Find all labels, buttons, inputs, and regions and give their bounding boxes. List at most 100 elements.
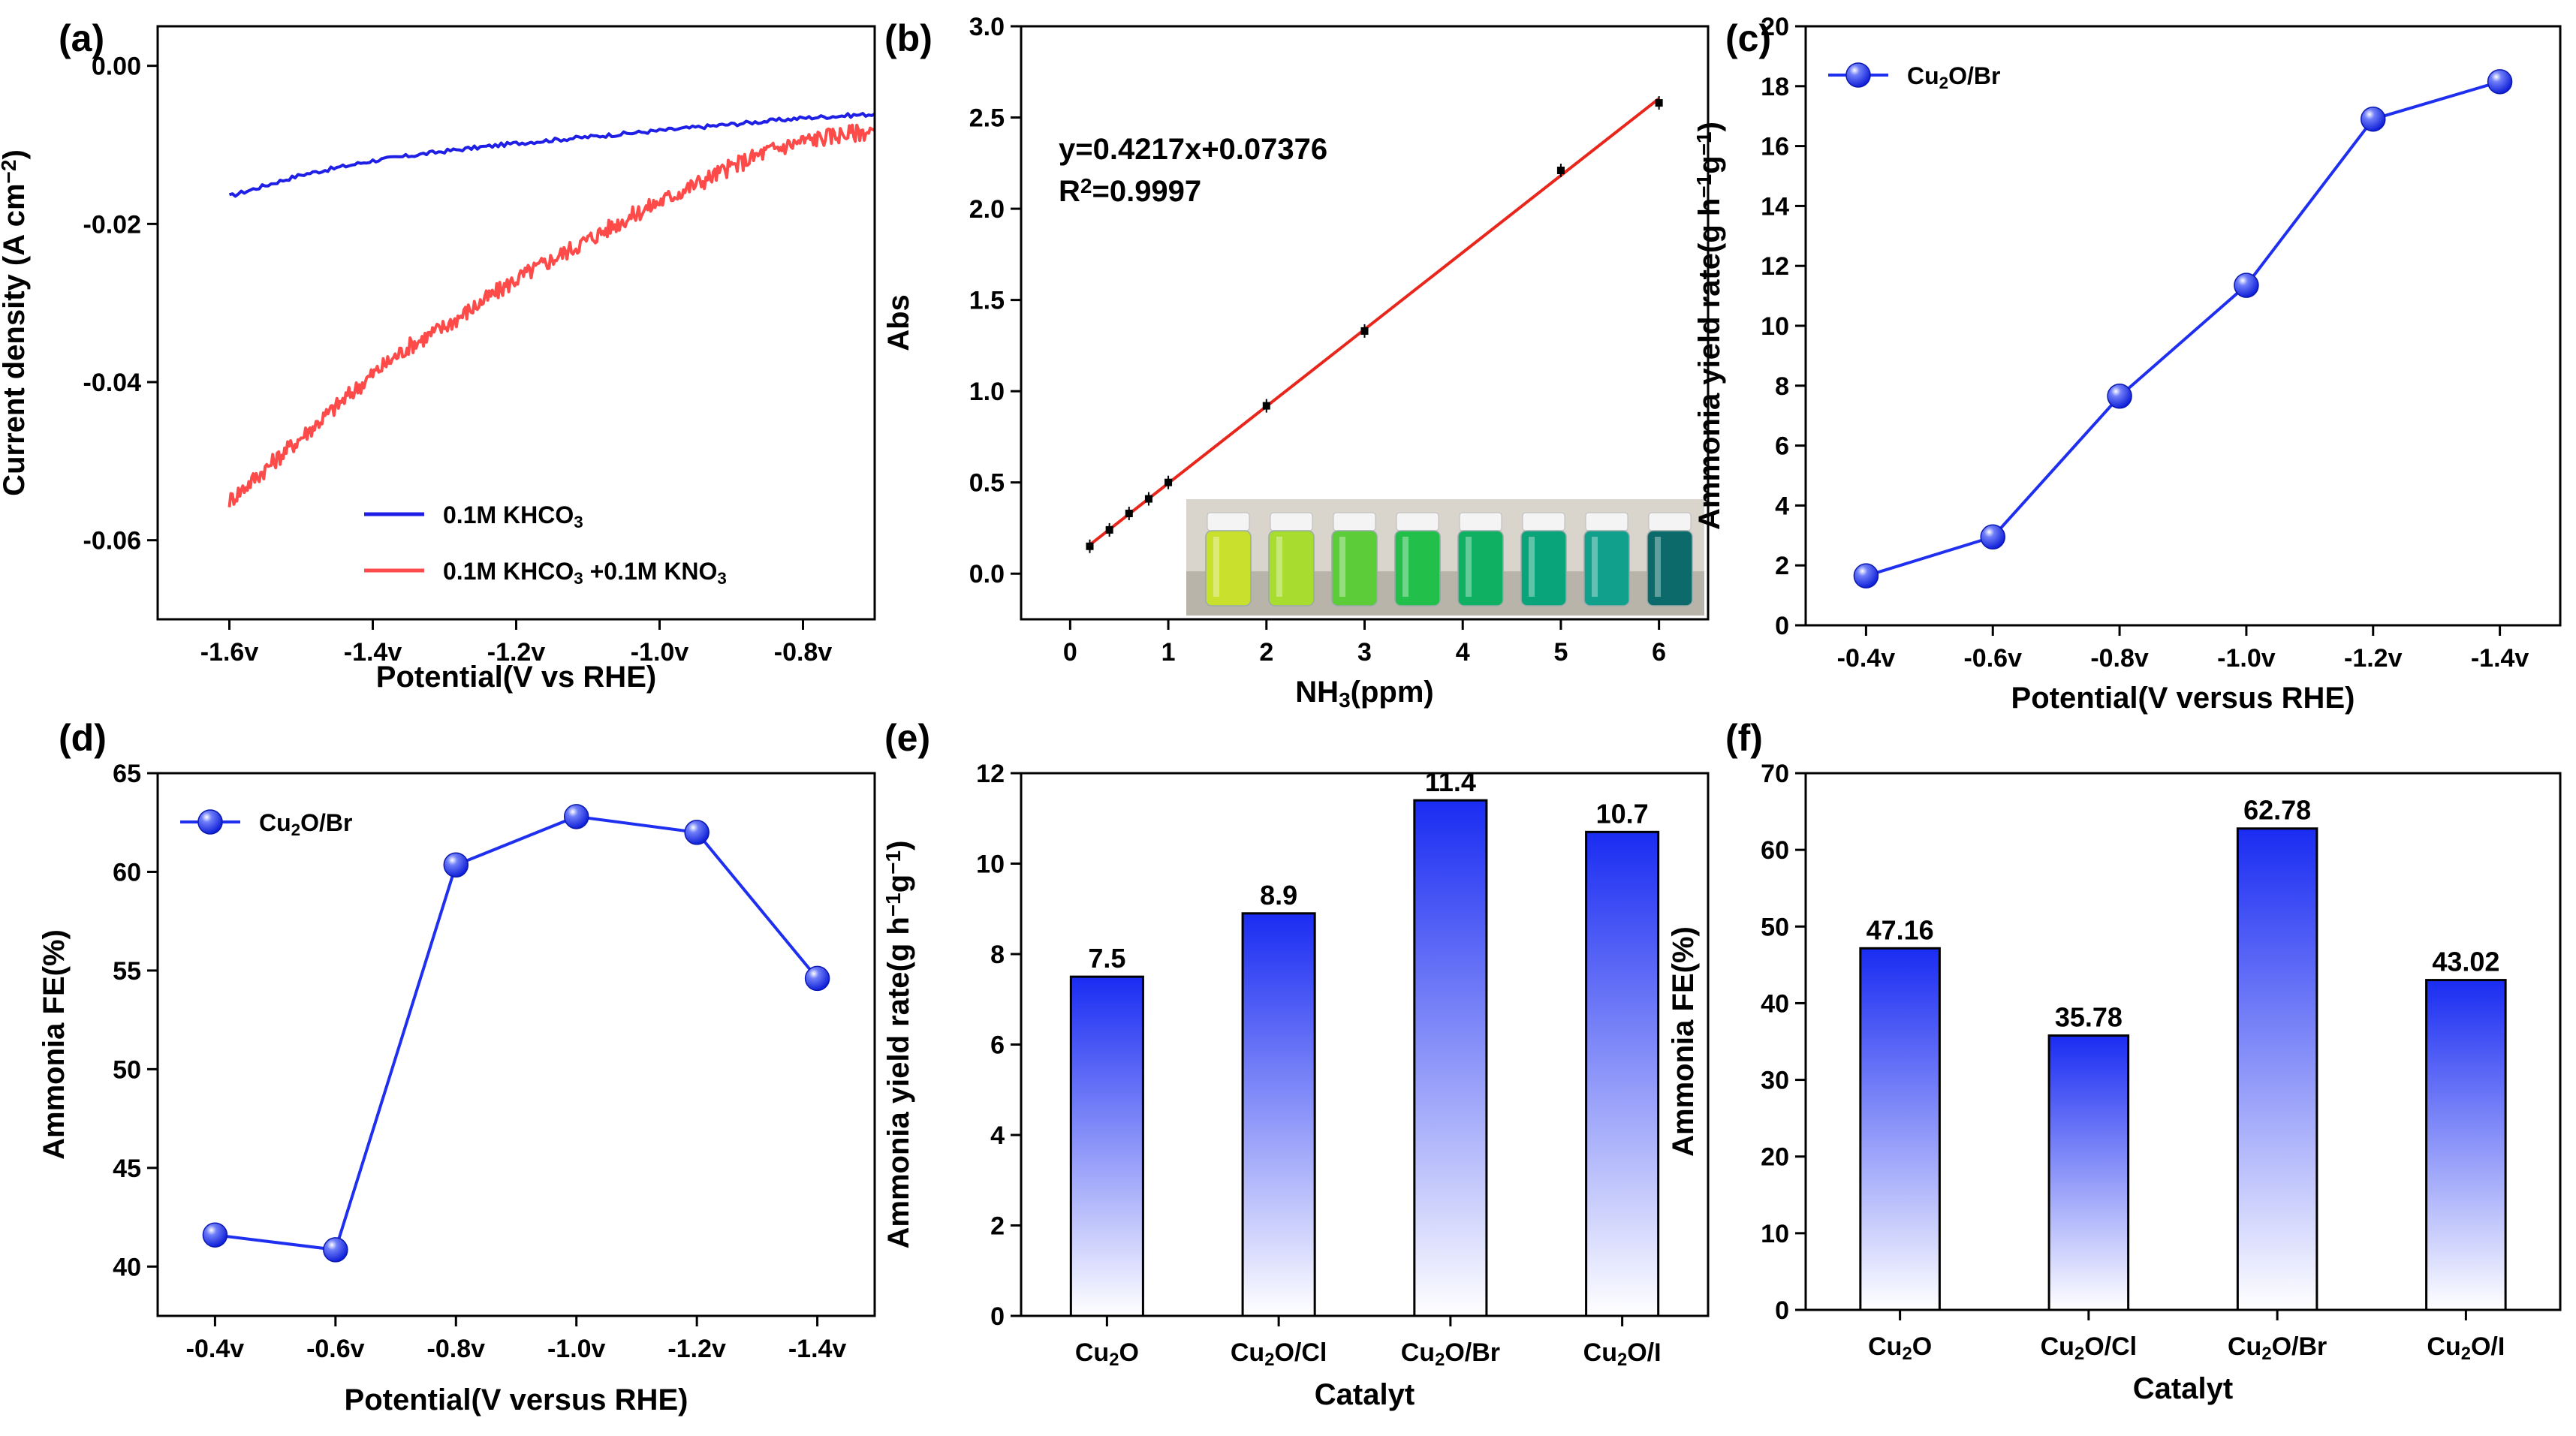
panel-e-bar <box>1413 799 1488 1317</box>
panel-f-bar-value-label: 47.16 <box>1866 914 1934 945</box>
panel-f-y-tick-label: 30 <box>1761 1067 1789 1095</box>
panel-f-x-axis-title: Catalyt <box>2133 1372 2233 1405</box>
panel-e-y-tick-label: 12 <box>976 760 1005 788</box>
panel-e-x-tick-label: Cu2O/Cl <box>1231 1338 1327 1370</box>
panel-c-panel-label: (c) <box>1725 17 1771 59</box>
panel-b-x-tick-label: 4 <box>1456 638 1470 667</box>
panel-c-legend-label: Cu2O/Br <box>1907 62 2000 92</box>
panel-a-x-tick-label: -1.6v <box>200 638 259 667</box>
panel-c-y-tick-label: 16 <box>1761 133 1789 161</box>
panel-d-data-point <box>563 804 589 829</box>
panel-b: 0.0 0.5 1.0 1.5 2.0 2.5 3.0 0 1 2 3 4 5 6 NH3(ppm) Abs y… <box>882 13 1710 712</box>
panel-c-y-tick-label: 20 <box>1761 13 1789 41</box>
panel-b-data-point <box>1105 525 1113 534</box>
panel-e-x-tick-label: Cu2O/I <box>1583 1338 1662 1370</box>
panel-b-vial <box>1394 530 1441 607</box>
panel-f-y-tick-label: 70 <box>1761 760 1789 788</box>
panel-e-y-tick-label: 4 <box>990 1121 1005 1150</box>
panel-b-vial-cap <box>1585 512 1628 531</box>
panel-b-y-tick-label: 0.5 <box>969 469 1005 498</box>
panel-a-series-line <box>227 123 876 507</box>
panel-b-data-point <box>1360 327 1369 335</box>
panel-f-x-tick-label: Cu2O/Cl <box>2041 1332 2137 1364</box>
panel-e: 7.5 8.9 11.4 10.7 0 2 4 6 8 10 12 Cu2O Cu2O/Cl Cu2O/B… <box>881 717 1710 1411</box>
panel-a-x-axis-title: Potential(V vs RHE) <box>376 661 656 694</box>
panel-a-y-tick-label: -0.02 <box>83 210 142 239</box>
panel-b-data-point <box>1164 478 1173 486</box>
panel-e-bar-value-label: 10.7 <box>1596 798 1649 829</box>
panel-d-x-tick-label: -1.0v <box>547 1335 606 1363</box>
panel-b-data-point <box>1655 99 1663 107</box>
panel-e-y-axis-title: Ammonia yield rate(g h−1g−1) <box>881 841 915 1249</box>
panel-c: 0 2 4 6 8 10 12 14 16 18 20 -0.4v -0.6v -0.8v -1.0v -1.… <box>1692 13 2562 715</box>
panel-b-vial-glint <box>1655 537 1661 597</box>
panel-d-y-tick-label: 60 <box>113 858 141 887</box>
panel-b-vial-cap <box>1396 512 1439 531</box>
panel-b-vial <box>1647 530 1693 607</box>
panel-f-y-tick-label: 50 <box>1761 913 1789 941</box>
panel-e-x-tick-label: Cu2O <box>1075 1338 1139 1370</box>
panel-b-vial <box>1205 530 1252 607</box>
panel-e-bar-value-label: 7.5 <box>1088 943 1125 974</box>
panel-a-y-tick-label: -0.04 <box>83 369 142 397</box>
panel-d-x-tick-label: -1.2v <box>667 1335 726 1363</box>
panel-e-bar <box>1069 975 1144 1317</box>
panel-b-vial-cap <box>1333 512 1376 531</box>
panel-e-y-tick-label: 0 <box>990 1302 1005 1331</box>
panel-f-plot-frame <box>1804 772 2562 1311</box>
panel-a-plot-frame <box>156 25 876 621</box>
panel-b-vial-cap <box>1459 512 1502 531</box>
panel-a-x-tick-label: -0.8v <box>774 638 833 667</box>
panel-b-vial-glint <box>1592 537 1598 597</box>
panel-e-y-tick-label: 8 <box>990 941 1005 969</box>
panel-d-data-point <box>202 1222 228 1248</box>
panel-e-y-tick-label: 10 <box>976 850 1005 879</box>
panel-e-bar-value-label: 11.4 <box>1425 766 1476 797</box>
panel-c-x-tick-label: -1.4v <box>2471 644 2529 673</box>
panel-f-bar-value-label: 43.02 <box>2432 947 2499 977</box>
panel-e-x-tick-label: Cu2O/Br <box>1401 1338 1500 1370</box>
panel-b-equation: y=0.4217x+0.07376 <box>1059 133 1327 166</box>
panel-c-data-point <box>2361 106 2386 132</box>
panel-b-vial-glint <box>1339 537 1345 597</box>
panel-b-data-point <box>1262 402 1270 410</box>
panel-d-y-tick-label: 50 <box>113 1055 141 1084</box>
panel-b-y-axis-title: Abs <box>882 294 915 351</box>
panel-c-y-tick-label: 10 <box>1761 312 1789 341</box>
panel-e-bar <box>1241 912 1316 1317</box>
panel-b-y-tick-label: 1.0 <box>969 378 1005 406</box>
panel-c-y-tick-label: 14 <box>1761 192 1789 221</box>
panel-d-y-tick-label: 40 <box>113 1253 141 1281</box>
panel-d-series-line <box>215 814 819 1252</box>
panel-b-vial-glint <box>1276 537 1282 597</box>
panel-c-y-tick-label: 6 <box>1775 432 1789 461</box>
panel-d-x-tick-label: -1.4v <box>788 1335 847 1363</box>
panel-c-y-axis-title: Ammonia yield rate(g h−1g−1) <box>1692 122 1726 530</box>
panel-f-x-tick-label: Cu2O/I <box>2427 1332 2505 1364</box>
panel-b-vial <box>1583 530 1630 607</box>
panel-e-bar <box>1585 830 1660 1317</box>
panel-f-y-tick-label: 0 <box>1775 1296 1789 1325</box>
panel-b-y-tick-label: 2.5 <box>969 104 1005 133</box>
panel-a-legend-label: 0.1M KHCO3 +0.1M KNO3 <box>443 558 727 588</box>
panel-b-data-point <box>1125 510 1133 518</box>
panel-b-vial-glint <box>1529 537 1535 597</box>
panel-b-x-tick-label: 3 <box>1357 638 1372 667</box>
panel-c-y-tick-label: 18 <box>1761 73 1789 101</box>
panel-a-y-tick-label: 0.00 <box>92 53 141 81</box>
panel-c-data-point <box>1980 524 2005 550</box>
panel-e-panel-label: (e) <box>884 717 930 759</box>
panel-d-y-tick-label: 65 <box>113 760 141 788</box>
panel-c-y-tick-label: 0 <box>1775 612 1789 640</box>
panel-f-y-axis-title: Ammonia FE(%) <box>1667 926 1700 1157</box>
panel-c-legend-marker <box>1845 62 1871 88</box>
panel-b-panel-label: (b) <box>884 17 932 59</box>
panel-d-x-axis-title: Potential(V versus RHE) <box>345 1383 688 1416</box>
panel-c-x-tick-label: -1.2v <box>2344 644 2403 673</box>
panel-c-data-point <box>2487 69 2513 95</box>
panel-b-y-tick-label: 3.0 <box>969 13 1005 41</box>
panel-d-legend-marker <box>197 809 223 835</box>
panel-e-y-tick-label: 2 <box>990 1212 1005 1241</box>
panel-f-bar <box>2425 979 2507 1311</box>
panel-b-vial <box>1520 530 1567 607</box>
